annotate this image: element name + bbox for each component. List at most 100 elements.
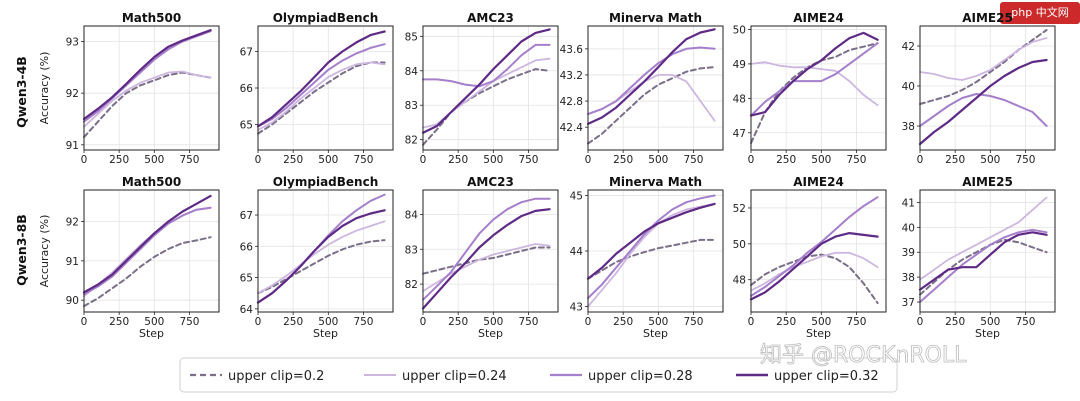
x-tick-label: 500: [318, 154, 338, 166]
y-tick-label: 52: [733, 203, 746, 215]
y-tick-label: 37: [902, 297, 915, 309]
y-tick-label: 43.6: [560, 44, 584, 56]
x-tick-label: 500: [483, 316, 503, 328]
x-tick-label: 500: [318, 316, 338, 328]
x-tick-label: 500: [648, 154, 668, 166]
x-tick-label: 250: [945, 316, 965, 328]
axes-frame-r1-olympiadbench: [257, 189, 394, 313]
series-line-upper-clip-0-24: [750, 251, 879, 292]
x-tick-label: 250: [448, 154, 468, 166]
y-tick-label: 44: [570, 246, 584, 258]
series-line-upper-clip-0-32: [421, 208, 551, 310]
y-tick-label: 82: [405, 279, 418, 291]
x-tick-label: 750: [179, 154, 199, 166]
series-line-upper-clip-0-32: [586, 202, 716, 280]
x-tick-label: 0: [585, 154, 592, 166]
x-axis-label: Step: [313, 327, 338, 340]
panel-r1-minerva-math: 0 250 500 750 43 44 45 Minerva Math Step: [570, 175, 724, 340]
x-tick-label: 500: [811, 316, 831, 328]
x-tick-label: 0: [81, 154, 88, 166]
panel-title: Minerva Math: [609, 175, 702, 189]
x-tick-label: 750: [1015, 154, 1035, 166]
x-axis-label: Step: [643, 327, 668, 340]
x-tick-label: 250: [109, 316, 129, 328]
y-tick-label: 39: [902, 247, 915, 259]
y-tick-label: 49: [733, 59, 746, 71]
y-tick-label: 66: [240, 83, 254, 95]
panel-r0-aime25: 0 250 500 750 38 40 42 AIME25: [902, 11, 1056, 166]
series-line-upper-clip-0-28: [919, 228, 1048, 303]
x-tick-label: 0: [917, 316, 924, 328]
y-tick-label: 43: [570, 301, 583, 313]
series-line-upper-clip-0-32: [256, 209, 386, 304]
x-axis-label: Step: [806, 327, 831, 340]
legend-label-clip-0.28: upper clip=0.28: [588, 369, 693, 384]
series-line-upper-clip-0-32: [918, 58, 1048, 146]
plot-area-r1-amc23: [423, 190, 558, 312]
series-line-upper-clip-0-2: [422, 68, 551, 146]
x-tick-label: 500: [144, 154, 164, 166]
x-tick-label: 0: [81, 316, 88, 328]
y-axis-label: Accuracy (%): [38, 52, 51, 125]
y-tick-label: 42.8: [560, 96, 583, 108]
x-tick-label: 0: [748, 316, 755, 328]
y-tick-label: 84: [405, 209, 419, 221]
y-tick-label: 50: [733, 24, 746, 36]
series-line-upper-clip-0-32: [256, 30, 386, 128]
y-tick-label: 66: [240, 241, 254, 253]
series-line-upper-clip-0-2: [422, 246, 551, 275]
series-line-upper-clip-0-24: [83, 70, 212, 128]
y-tick-label: 42: [902, 41, 915, 53]
x-axis-label: Step: [975, 327, 1000, 340]
series-line-upper-clip-0-28: [750, 42, 879, 117]
axes-frame-r1-math500: [83, 189, 220, 313]
y-tick-label: 67: [240, 47, 253, 59]
x-tick-label: 250: [613, 154, 633, 166]
y-tick-label: 67: [240, 210, 253, 222]
y-tick-label: 50: [733, 239, 746, 251]
panel-r0-aime24: 0 250 500 750 47 48 49 50 AIME24: [733, 11, 887, 166]
series-line-upper-clip-0-32: [586, 28, 716, 126]
y-tick-label: 42.4: [560, 122, 584, 134]
axes-frame-r0-math500: [83, 25, 220, 151]
y-tick-label: 93: [66, 37, 79, 49]
y-tick-label: 82: [405, 135, 418, 147]
axes-frame-r0-amc23: [422, 25, 559, 151]
y-tick-label: 65: [240, 119, 253, 131]
y-tick-label: 85: [405, 31, 418, 43]
x-tick-label: 750: [353, 316, 373, 328]
series-line-upper-clip-0-24: [919, 37, 1048, 81]
axes-frame-r1-aime25: [919, 189, 1056, 313]
y-tick-label: 41: [902, 197, 915, 209]
panel-title: Minerva Math: [609, 11, 702, 25]
series-line-upper-clip-0-32: [749, 232, 879, 301]
panel-title: AIME24: [793, 175, 844, 189]
y-tick-label: 65: [240, 273, 253, 285]
panel-title: AIME24: [793, 11, 844, 25]
series-line-upper-clip-0-2: [587, 238, 716, 280]
x-tick-label: 500: [811, 154, 831, 166]
x-tick-label: 0: [255, 316, 262, 328]
y-tick-label: 92: [66, 88, 79, 100]
x-axis-label: Step: [139, 327, 164, 340]
x-tick-label: 750: [846, 154, 866, 166]
axes-frame-r1-amc23: [422, 189, 559, 313]
series-line-upper-clip-0-24: [587, 202, 716, 308]
x-tick-label: 500: [483, 154, 503, 166]
legend-label-clip-0.32: upper clip=0.32: [774, 369, 879, 384]
x-tick-label: 250: [945, 154, 965, 166]
legend-label-clip-0.2: upper clip=0.2: [228, 369, 324, 384]
panel-title: AMC23: [467, 11, 514, 25]
series-line-upper-clip-0-2: [83, 236, 212, 308]
legend-label-clip-0.24: upper clip=0.24: [402, 369, 507, 384]
y-tick-label: 47: [733, 128, 746, 140]
x-tick-label: 500: [980, 154, 1000, 166]
y-tick-label: 91: [66, 256, 79, 268]
series-line-upper-clip-0-28: [83, 206, 212, 296]
x-tick-label: 500: [648, 316, 668, 328]
x-tick-label: 250: [283, 316, 303, 328]
watermark-text: 知乎 @ROCKnROLL: [760, 343, 967, 368]
x-tick-label: 250: [109, 154, 129, 166]
plot-area-r0-math500: [84, 26, 219, 150]
axes-frame-r0-aime24: [750, 25, 887, 151]
